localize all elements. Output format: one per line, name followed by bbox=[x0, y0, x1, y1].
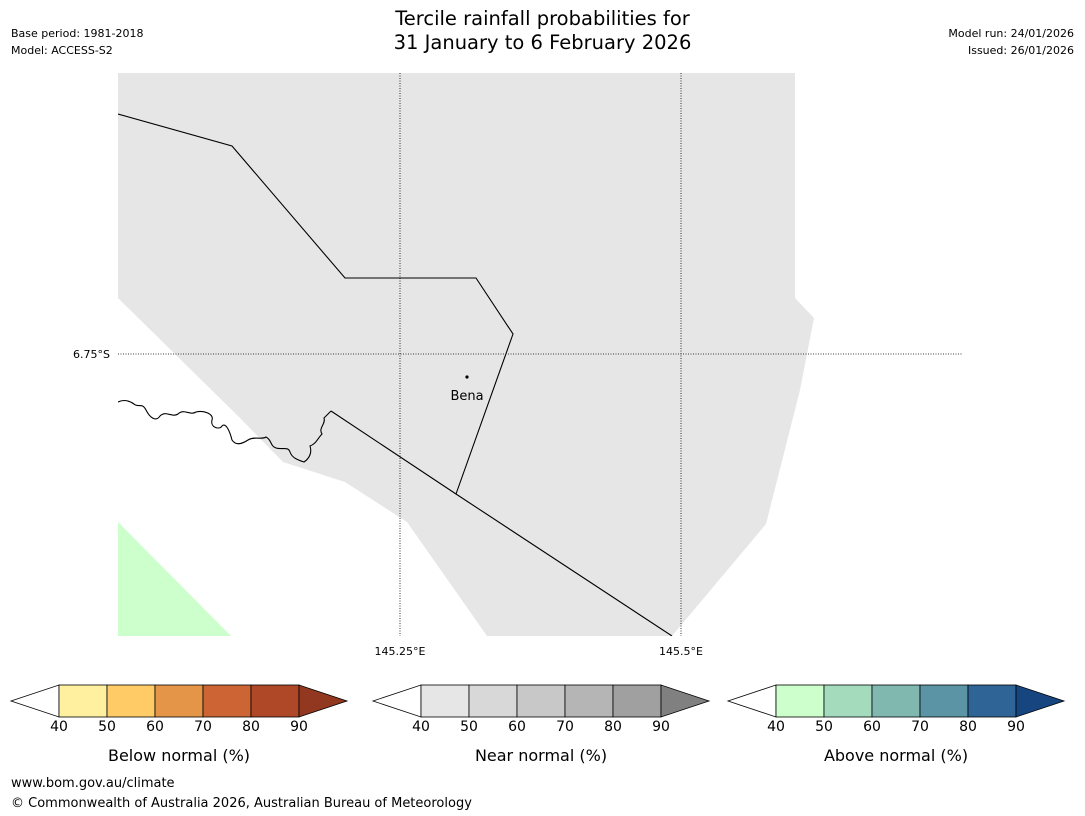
colorbar-tick-label: 90 bbox=[1007, 719, 1025, 735]
colorbar-tick-label: 90 bbox=[290, 719, 308, 735]
colorbars bbox=[9, 684, 1066, 718]
colorbar-segment bbox=[516, 684, 566, 718]
below-normal-label: Below normal (%) bbox=[107, 746, 251, 765]
colorbar-segment bbox=[250, 684, 300, 718]
colorbar-above-normal bbox=[726, 684, 1066, 718]
footer-url: www.bom.gov.au/climate bbox=[11, 776, 175, 791]
title-line-1: Tercile rainfall probabilities for bbox=[395, 7, 690, 30]
model-run-text: Model run: 24/01/2026 bbox=[948, 27, 1074, 40]
colorbar-near-normal bbox=[371, 684, 711, 718]
colorbar-segment bbox=[58, 684, 108, 718]
map-title: Tercile rainfall probabilities for 31 Ja… bbox=[0, 7, 1085, 55]
colorbar-segment bbox=[775, 684, 825, 718]
colorbar-under-arrow bbox=[9, 684, 60, 718]
colorbar-segment bbox=[564, 684, 614, 718]
colorbar-tick-label: 40 bbox=[412, 719, 430, 735]
colorbar-tick-label: 50 bbox=[460, 719, 478, 735]
bena-label: Bena bbox=[450, 389, 483, 404]
colorbar-over-arrow bbox=[298, 684, 349, 718]
title-line-2: 31 January to 6 February 2026 bbox=[393, 31, 692, 54]
colorbar-under-arrow bbox=[371, 684, 422, 718]
colorbar-under-arrow bbox=[726, 684, 777, 718]
colorbar-segment bbox=[154, 684, 204, 718]
province-boundary-south bbox=[330, 410, 673, 636]
above-normal-label: Above normal (%) bbox=[823, 746, 969, 765]
colorbar-segment bbox=[468, 684, 518, 718]
lat-label: 6.75°S bbox=[73, 348, 110, 361]
colorbar-tick-label: 60 bbox=[863, 719, 881, 735]
coastline bbox=[118, 399, 332, 463]
lon-label-1: 145.25°E bbox=[375, 645, 426, 658]
colorbar-segment bbox=[420, 684, 470, 718]
near-normal-label: Near normal (%) bbox=[474, 746, 608, 765]
colorbar-tick-label: 40 bbox=[767, 719, 785, 735]
map-canvas: Bena 6.75°S 145.25°E 145.5°E bbox=[73, 73, 963, 658]
colorbar-tick-label: 60 bbox=[146, 719, 164, 735]
colorbar-segment bbox=[919, 684, 969, 718]
colorbar-tick-label: 70 bbox=[911, 719, 929, 735]
colorbar-segment bbox=[823, 684, 873, 718]
colorbar-tick-label: 90 bbox=[652, 719, 670, 735]
colorbar-segment bbox=[967, 684, 1017, 718]
colorbar-segment bbox=[202, 684, 252, 718]
model-text: Model: ACCESS-S2 bbox=[11, 44, 113, 57]
colorbar-tick-label: 70 bbox=[194, 719, 212, 735]
land-area bbox=[118, 73, 814, 636]
colorbar-tick-label: 70 bbox=[556, 719, 574, 735]
base-period-text: Base period: 1981-2018 bbox=[11, 27, 144, 40]
bena-marker bbox=[465, 375, 469, 379]
colorbar-over-arrow bbox=[660, 684, 711, 718]
issued-text: Issued: 26/01/2026 bbox=[967, 44, 1074, 57]
colorbar-over-arrow bbox=[1015, 684, 1066, 718]
footer-copyright: © Commonwealth of Australia 2026, Austra… bbox=[11, 796, 472, 811]
colorbar-tick-label: 50 bbox=[98, 719, 116, 735]
lon-label-2: 145.5°E bbox=[659, 645, 703, 658]
colorbar-tick-label: 60 bbox=[508, 719, 526, 735]
colorbar-segment bbox=[871, 684, 921, 718]
above-normal-area bbox=[118, 522, 231, 636]
colorbar-tick-label: 80 bbox=[242, 719, 260, 735]
colorbar-tick-label: 80 bbox=[604, 719, 622, 735]
colorbar-tick-label: 80 bbox=[959, 719, 977, 735]
colorbar-below-normal bbox=[9, 684, 349, 718]
colorbar-tick-label: 50 bbox=[815, 719, 833, 735]
colorbar-segment bbox=[612, 684, 662, 718]
province-boundary-north bbox=[118, 113, 514, 495]
colorbar-segment bbox=[106, 684, 156, 718]
colorbar-tick-label: 40 bbox=[50, 719, 68, 735]
